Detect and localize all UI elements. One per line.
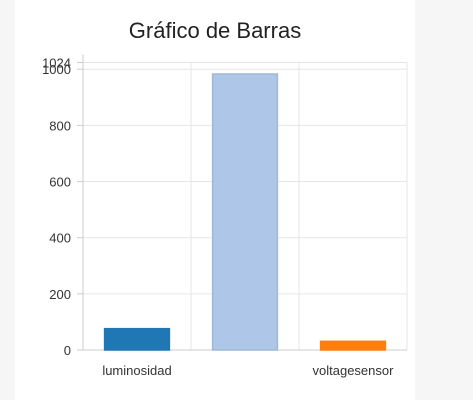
bar-voltagesensor bbox=[319, 340, 387, 351]
chart-panel: Gráfico de Barras 0 200 400 600 800 1000 1024 l… bbox=[15, 0, 415, 400]
chart-title: Gráfico de Barras bbox=[128, 18, 302, 43]
y-tick-label: 800 bbox=[49, 118, 71, 133]
bar-series-1 bbox=[211, 73, 279, 351]
y-tick-label: 0 bbox=[64, 343, 71, 358]
y-tick-label: 1000 bbox=[42, 62, 71, 77]
y-tick-label: 1024 bbox=[42, 56, 71, 71]
y-tick-label: 200 bbox=[49, 287, 71, 302]
y-tick-label: 600 bbox=[49, 175, 71, 190]
bar-luminosidad bbox=[103, 327, 171, 351]
x-category-label: luminosidad bbox=[102, 363, 171, 378]
x-category-label: voltagesensor bbox=[313, 363, 395, 378]
y-tick-label: 400 bbox=[49, 231, 71, 246]
